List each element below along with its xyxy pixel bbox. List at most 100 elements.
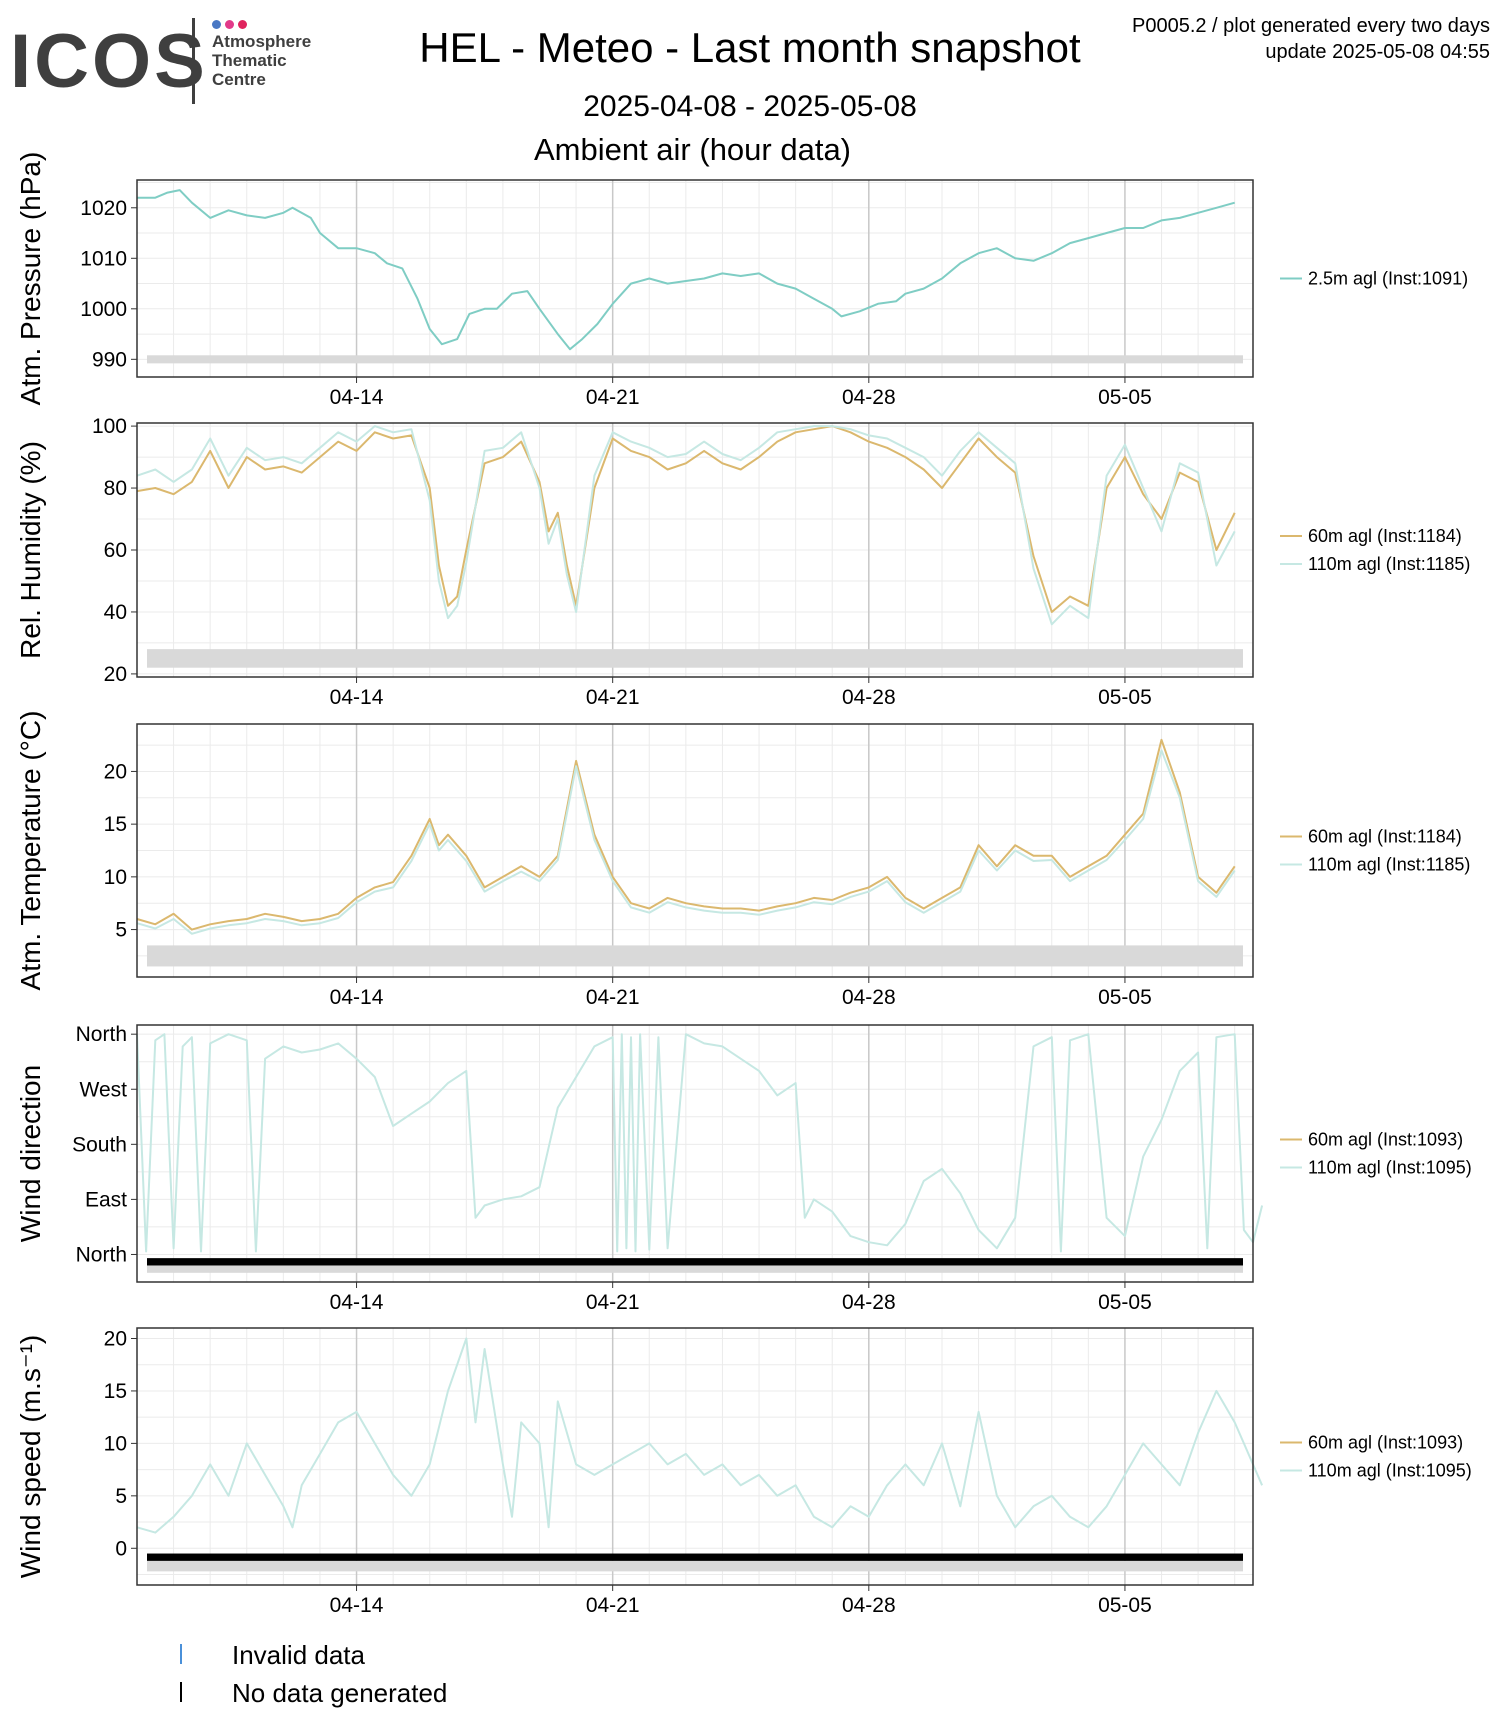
x-tick-label: 04-28 bbox=[842, 1594, 896, 1617]
y-tick-label: 5 bbox=[115, 1485, 127, 1508]
y-tick-label: North bbox=[76, 1023, 127, 1046]
no-data-label: No data generated bbox=[232, 1678, 448, 1708]
y-axis-label: Wind speed (m.s⁻¹) bbox=[15, 1335, 46, 1579]
plot-frame bbox=[136, 1327, 1254, 1586]
y-tick-label: 10 bbox=[104, 866, 127, 889]
panel-5: 04-14 04-21 04-28 05-05 0 5 10 15 20 Wind speed (… bbox=[15, 1327, 1472, 1617]
x-tick-label: 04-14 bbox=[330, 986, 384, 1009]
y-axis-label: Wind direction bbox=[15, 1065, 46, 1242]
legend-label: 60m agl (Inst:1184) bbox=[1308, 526, 1462, 546]
y-tick-label: 0 bbox=[115, 1537, 127, 1560]
y-tick-label: 20 bbox=[104, 1327, 127, 1350]
logo-dot-1 bbox=[212, 20, 221, 29]
x-tick-label: 05-05 bbox=[1098, 986, 1152, 1009]
y-tick-label: 40 bbox=[104, 601, 127, 624]
y-tick-label: North bbox=[76, 1243, 127, 1266]
series-line-2 bbox=[136, 749, 1236, 935]
series-line-2 bbox=[136, 1033, 1264, 1253]
y-tick-label: 1020 bbox=[80, 197, 127, 220]
logo-wordmark: ICOS bbox=[10, 19, 208, 104]
y-axis-label: Rel. Humidity (%) bbox=[15, 441, 46, 659]
plot-frame bbox=[136, 1024, 1254, 1283]
logo-line-2: Thematic bbox=[212, 51, 287, 70]
y-tick-label: 15 bbox=[104, 1380, 127, 1403]
panel-2: 04-14 04-21 04-28 05-05 20 40 60 80 100 Rel. Humi… bbox=[15, 415, 1470, 709]
x-tick-label: 04-21 bbox=[586, 986, 640, 1009]
x-tick-label: 04-21 bbox=[586, 386, 640, 409]
invalid-data-band bbox=[147, 355, 1243, 364]
y-tick-label: 15 bbox=[104, 813, 127, 836]
y-tick-label: South bbox=[72, 1133, 127, 1156]
y-axis-label: Atm. Temperature (°C) bbox=[15, 711, 46, 991]
legend-label: 110m agl (Inst:1185) bbox=[1308, 554, 1470, 574]
icos-logo: ICOS Atmosphere Thematic Centre bbox=[10, 14, 330, 104]
invalid-data-band bbox=[147, 1265, 1243, 1273]
x-tick-label: 04-21 bbox=[586, 686, 640, 709]
page-title: HEL - Meteo - Last month snapshot bbox=[419, 24, 1081, 71]
logo-line-1: Atmosphere bbox=[212, 32, 312, 51]
y-tick-label: 10 bbox=[104, 1432, 127, 1455]
panel-3: 04-14 04-21 04-28 05-05 5 10 15 20 Atm. Temperat… bbox=[15, 711, 1470, 1009]
chart-subtitle: Ambient air (hour data) bbox=[533, 132, 852, 167]
no-data-band bbox=[147, 1258, 1243, 1266]
y-tick-label: 5 bbox=[115, 919, 127, 942]
no-data-mark bbox=[180, 1682, 182, 1702]
logo-divider bbox=[192, 18, 195, 104]
panel-1: 04-14 04-21 04-28 05-05 990 1000 1010 1020 Atm. … bbox=[15, 152, 1468, 409]
logo-caption: Atmosphere Thematic Centre bbox=[212, 32, 311, 89]
plot-frame bbox=[136, 422, 1254, 678]
logo-dot-3 bbox=[238, 20, 247, 29]
y-tick-label: West bbox=[80, 1078, 128, 1101]
y-tick-label: 20 bbox=[104, 760, 127, 783]
update-line: update 2025-05-08 04:55 bbox=[1265, 41, 1490, 63]
x-tick-label: 05-05 bbox=[1098, 1291, 1152, 1314]
legend-label: 2.5m agl (Inst:1091) bbox=[1308, 269, 1468, 289]
invalid-data-band bbox=[147, 945, 1243, 967]
logo-line-3: Centre bbox=[212, 70, 266, 89]
y-tick-label: 20 bbox=[104, 663, 127, 686]
legend-label: 110m agl (Inst:1095) bbox=[1308, 1158, 1472, 1178]
plot-meta: P0005.2 / plot generated every two days … bbox=[1132, 13, 1490, 65]
x-tick-label: 04-14 bbox=[330, 1594, 384, 1617]
date-range: 2025-04-08 - 2025-05-08 bbox=[583, 90, 917, 123]
x-tick-label: 04-14 bbox=[330, 686, 384, 709]
logo-dot-2 bbox=[225, 20, 234, 29]
x-tick-label: 04-28 bbox=[842, 386, 896, 409]
invalid-data-mark bbox=[180, 1644, 182, 1664]
y-tick-label: 1010 bbox=[80, 247, 127, 270]
panel-4: 04-14 04-21 04-28 05-05 North East South West No… bbox=[15, 1023, 1472, 1314]
series-line-1 bbox=[137, 189, 1235, 351]
y-tick-label: East bbox=[85, 1188, 127, 1211]
x-tick-label: 04-21 bbox=[586, 1291, 640, 1314]
series-line-1 bbox=[136, 738, 1236, 931]
x-tick-label: 04-28 bbox=[842, 686, 896, 709]
logo-dots bbox=[212, 16, 251, 34]
legend-label: 110m agl (Inst:1095) bbox=[1308, 1461, 1472, 1481]
x-tick-label: 04-14 bbox=[330, 1291, 384, 1314]
invalid-data-label: Invalid data bbox=[232, 1640, 365, 1670]
x-tick-label: 04-28 bbox=[842, 986, 896, 1009]
no-data-band bbox=[147, 1553, 1243, 1561]
plot-id-line: P0005.2 / plot generated every two days bbox=[1131, 15, 1490, 37]
legend-label: 60m agl (Inst:1184) bbox=[1308, 827, 1462, 847]
series-line-2 bbox=[136, 425, 1236, 626]
x-tick-label: 05-05 bbox=[1098, 386, 1152, 409]
y-tick-label: 60 bbox=[104, 539, 127, 562]
x-tick-label: 04-21 bbox=[586, 1594, 640, 1617]
x-tick-label: 04-14 bbox=[330, 386, 384, 409]
legend-label: 110m agl (Inst:1185) bbox=[1308, 855, 1470, 875]
y-tick-label: 80 bbox=[104, 477, 127, 500]
x-tick-label: 05-05 bbox=[1098, 1594, 1152, 1617]
x-tick-label: 04-28 bbox=[842, 1291, 896, 1314]
legend-label: 60m agl (Inst:1093) bbox=[1308, 1130, 1463, 1150]
series-line-1 bbox=[136, 425, 1236, 613]
plot-frame bbox=[136, 179, 1254, 378]
y-tick-label: 990 bbox=[92, 348, 127, 371]
legend-label: 60m agl (Inst:1093) bbox=[1308, 1433, 1463, 1453]
plot-frame bbox=[136, 723, 1254, 978]
invalid-data-band bbox=[147, 649, 1243, 668]
y-axis-label: Atm. Pressure (hPa) bbox=[15, 152, 46, 406]
invalid-data-band bbox=[147, 1560, 1243, 1572]
y-tick-label: 1000 bbox=[80, 298, 127, 321]
